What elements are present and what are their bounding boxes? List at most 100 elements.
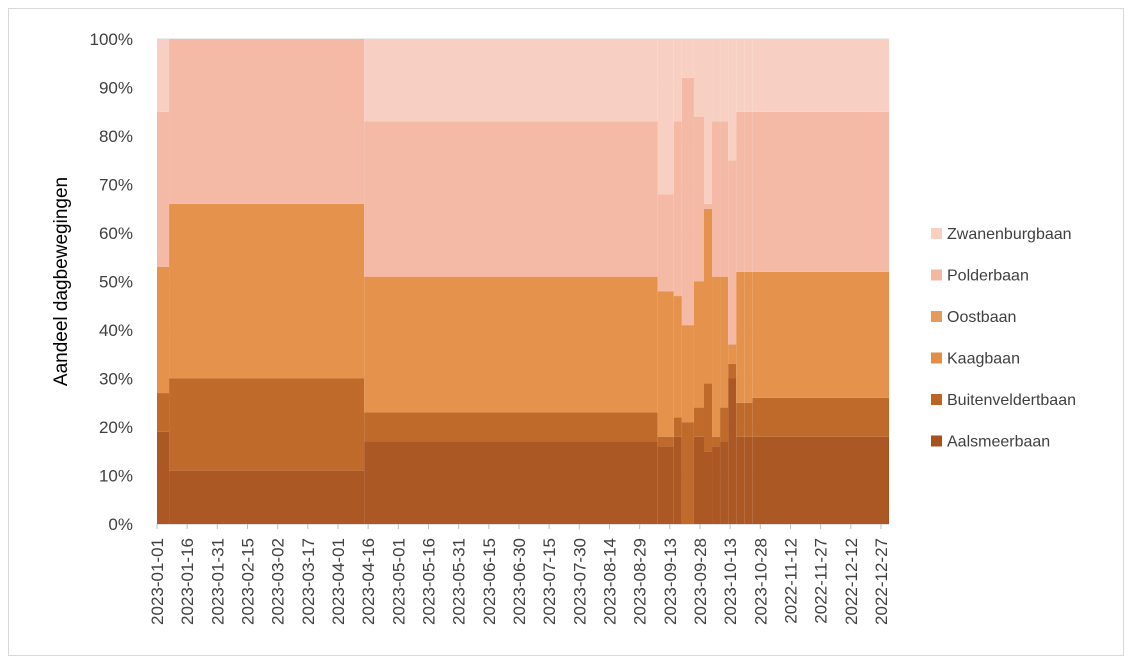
x-tick-label: 2023-03-02 <box>269 538 288 625</box>
x-tick-label: 2023-06-15 <box>480 538 499 625</box>
x-tick-label: 2023-09-28 <box>691 538 710 625</box>
area-segment <box>736 111 745 272</box>
x-tick-label: 2023-01-16 <box>178 538 197 625</box>
area-segment <box>693 407 704 437</box>
y-axis-ticks: 0% 10% 20% 30% 40% 50% 60% 70% 80% 90% 100% <box>90 30 133 534</box>
area-segment <box>744 111 753 272</box>
chart-frame: 0% 10% 20% 30% 40% 50% 60% 70% 80% 90% 100% 2023-0… <box>8 8 1124 656</box>
legend-swatch <box>931 311 942 322</box>
area-segment <box>703 451 713 524</box>
x-tick-label: 2023-06-30 <box>510 538 529 625</box>
y-tick-label: 20% <box>99 418 133 437</box>
y-tick-label: 0% <box>108 515 133 534</box>
area-segment <box>364 276 658 413</box>
area-segment <box>364 39 658 122</box>
legend-swatch <box>931 394 942 405</box>
legend-label: Buitenveldertbaan <box>947 392 1076 409</box>
x-tick-label: 2023-08-29 <box>631 538 650 625</box>
legend-swatch <box>931 269 942 281</box>
y-tick-label: 10% <box>99 467 133 486</box>
area-segment <box>728 160 737 345</box>
area-segment <box>736 39 745 112</box>
area-segment <box>744 436 753 524</box>
legend-label: Kaagbaan <box>947 351 1020 368</box>
area-segment <box>720 39 729 122</box>
area-segment <box>364 441 658 524</box>
area-segment <box>736 436 745 524</box>
area-segment <box>744 402 753 437</box>
x-tick-label: 2023-05-01 <box>389 538 408 625</box>
area-segment <box>720 407 729 442</box>
x-tick-label: 2023-10-28 <box>751 538 770 625</box>
x-tick-label: 2023-05-16 <box>419 538 438 625</box>
y-axis-title: Aandeel dagbewegingen <box>51 177 72 386</box>
area-segment <box>712 121 721 277</box>
x-tick-label: 2023-03-17 <box>299 538 318 625</box>
area-segment <box>693 116 704 282</box>
area-segment <box>681 422 694 524</box>
x-tick-label: 2023-01-01 <box>148 538 167 625</box>
x-tick-label: 2023-02-15 <box>238 538 257 625</box>
area-segment <box>736 271 745 403</box>
area-segment <box>657 194 674 292</box>
x-tick-label: 2023-07-30 <box>570 538 589 625</box>
y-tick-label: 50% <box>99 273 133 292</box>
area-segment <box>712 446 721 524</box>
y-tick-label: 70% <box>99 176 133 195</box>
y-tick-label: 30% <box>99 370 133 389</box>
area-segment <box>157 39 170 112</box>
legend-swatch <box>931 228 942 239</box>
area-segment <box>703 203 713 209</box>
area-segment <box>752 397 889 437</box>
area-segment <box>157 111 170 267</box>
x-tick-label: 2023-04-16 <box>359 538 378 625</box>
series-areas <box>156 39 889 524</box>
area-segment <box>657 291 674 437</box>
area-segment <box>657 446 674 524</box>
series-kaagbaan <box>157 203 889 437</box>
area-segment <box>712 436 721 447</box>
y-tick-label: 90% <box>99 79 133 98</box>
area-segment <box>752 436 889 524</box>
area-segment <box>693 436 704 524</box>
area-segment <box>728 344 737 364</box>
area-segment <box>157 431 170 524</box>
area-segment <box>364 121 658 277</box>
area-segment <box>673 121 682 297</box>
area-segment <box>681 39 694 78</box>
x-tick-label: 2022-11-27 <box>812 538 831 624</box>
area-segment <box>720 276 729 408</box>
area-segment <box>169 470 365 524</box>
area-segment <box>681 325 694 423</box>
series-polderbaan <box>157 39 889 345</box>
area-segment <box>720 121 729 277</box>
legend: Zwanenburgbaan Polderbaan Oostbaan Kaagbaan… <box>931 226 1076 451</box>
x-tick-label: 2023-07-15 <box>540 538 559 625</box>
legend-swatch <box>931 352 942 364</box>
area-segment <box>728 363 737 379</box>
y-tick-label: 40% <box>99 321 133 340</box>
area-segment <box>728 39 737 161</box>
x-tick-label: 2023-08-14 <box>600 538 619 625</box>
area-segment <box>169 203 365 379</box>
x-tick-label: 2022-11-12 <box>781 538 800 624</box>
area-segment <box>693 39 704 117</box>
area-segment <box>752 271 889 398</box>
area-segment <box>169 378 365 471</box>
area-segment <box>657 39 674 195</box>
legend-label: Oostbaan <box>947 309 1016 326</box>
area-segment <box>693 281 704 408</box>
area-segment <box>720 441 729 524</box>
x-axis-ticks: 2023-01-01 2023-01-16 2023-01-31 2023-02-15… <box>148 524 891 625</box>
legend-swatch <box>931 435 942 447</box>
y-tick-label: 100% <box>90 30 133 49</box>
y-tick-label: 60% <box>99 224 133 243</box>
legend-label: Polderbaan <box>947 268 1029 285</box>
area-segment <box>744 39 753 112</box>
x-tick-label: 2023-05-31 <box>450 538 469 625</box>
area-segment <box>673 296 682 418</box>
x-tick-label: 2023-10-13 <box>721 538 740 625</box>
area-segment <box>703 39 713 204</box>
area-segment <box>703 383 713 452</box>
area-segment <box>712 39 721 122</box>
